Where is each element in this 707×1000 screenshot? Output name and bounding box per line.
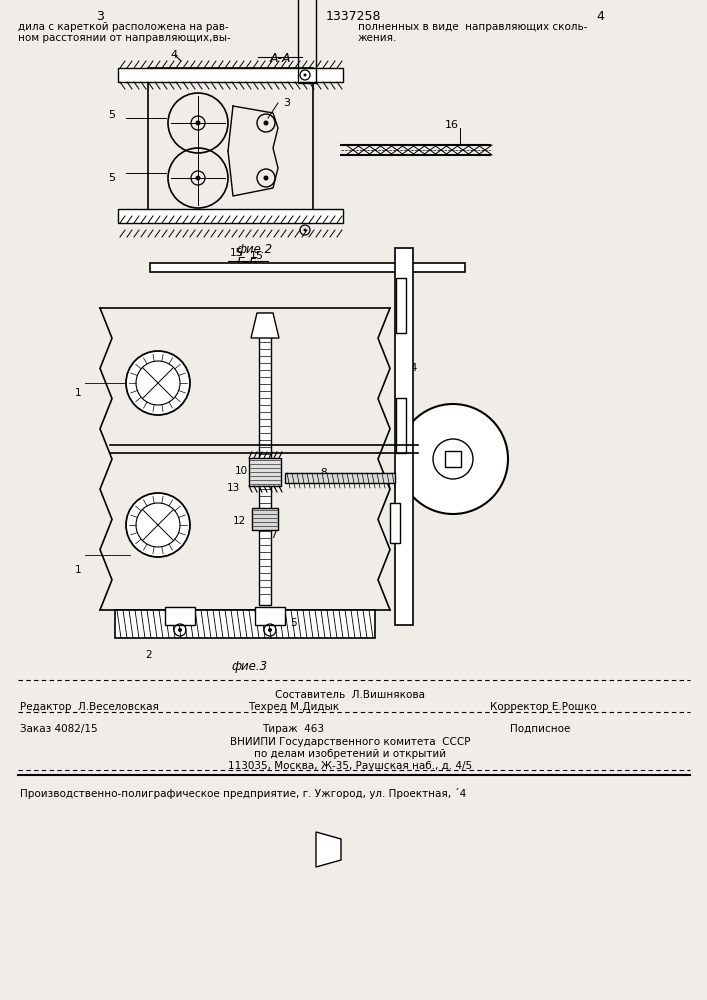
Bar [252,508,278,530]
Circle shape [126,351,190,415]
Text: фие.3: фие.3 [232,660,268,673]
Circle shape [268,628,272,632]
Text: 12: 12 [233,516,246,526]
Text: 3: 3 [283,98,290,108]
Circle shape [136,503,180,547]
Text: 5: 5 [290,618,297,628]
Bar [390,503,400,543]
Text: Б-Б: Б-Б [237,256,259,269]
Text: полненных в виде  направляющих сколь-: полненных в виде направляющих сколь- [358,22,588,32]
Text: 1337258: 1337258 [325,10,381,23]
Bar [395,248,413,625]
Text: Тираж  463: Тираж 463 [262,724,324,734]
Text: 8: 8 [320,468,327,478]
Text: 15: 15 [250,251,264,261]
Circle shape [303,74,307,77]
Text: 4: 4 [596,10,604,23]
Circle shape [196,120,201,125]
Bar [285,473,395,483]
Bar [259,313,271,605]
Bar [150,263,465,272]
Circle shape [398,404,508,514]
Circle shape [433,439,473,479]
Text: 2: 2 [145,650,151,660]
Text: 15: 15 [230,248,243,258]
Circle shape [264,120,269,125]
Text: Подписное: Подписное [510,724,571,734]
Bar [396,278,406,333]
Circle shape [196,176,201,180]
Text: Составитель  Л.Вишнякова: Составитель Л.Вишнякова [275,690,425,700]
Bar [298,0,316,83]
Text: 13: 13 [227,483,240,493]
Text: ВНИИПИ Государственного комитета  СССР: ВНИИПИ Государственного комитета СССР [230,737,470,747]
Text: 14: 14 [405,363,419,373]
Circle shape [303,229,307,232]
Bar [396,398,406,453]
Bar [148,68,313,223]
Text: Заказ 4082/15: Заказ 4082/15 [20,724,98,734]
Bar [249,458,281,486]
Text: Редактор  Л.Веселовская: Редактор Л.Веселовская [20,702,159,712]
Text: 1: 1 [75,565,81,575]
Text: 16: 16 [445,120,459,130]
Bar [255,607,285,625]
Text: 10: 10 [235,466,248,476]
Text: ном расстоянии от направляющих,вы-: ном расстоянии от направляющих,вы- [18,33,230,43]
Text: 5: 5 [108,173,115,183]
Text: Производственно-полиграфическое предприятие, г. Ужгород, ул. Проектная, ´4: Производственно-полиграфическое предприя… [20,788,466,799]
Circle shape [264,176,269,180]
Bar [118,68,343,82]
Bar [165,607,195,625]
Bar [115,610,375,638]
Polygon shape [251,313,279,338]
Text: 7: 7 [270,530,276,540]
Text: 11: 11 [260,328,273,338]
Text: 5: 5 [108,110,115,120]
Text: по делам изобретений и открытий: по делам изобретений и открытий [254,749,446,759]
Text: Корректор Е.Рошко: Корректор Е.Рошко [490,702,597,712]
Text: дила с кареткой расположена на рав-: дила с кареткой расположена на рав- [18,22,229,32]
Text: А-А: А-А [269,52,291,65]
Text: фие.2: фие.2 [237,243,273,256]
Text: 3: 3 [96,10,104,23]
Text: Техред М.Дидык: Техред М.Дидык [248,702,339,712]
Bar [445,451,461,467]
Bar [118,209,343,223]
Circle shape [136,361,180,405]
Text: 1: 1 [75,388,81,398]
Text: жения.: жения. [358,33,397,43]
Circle shape [178,628,182,632]
Text: 4: 4 [170,50,177,60]
Circle shape [126,493,190,557]
Polygon shape [316,832,341,867]
Text: 113035, Москва, Ж-35, Раушская наб., д. 4/5: 113035, Москва, Ж-35, Раушская наб., д. … [228,761,472,771]
